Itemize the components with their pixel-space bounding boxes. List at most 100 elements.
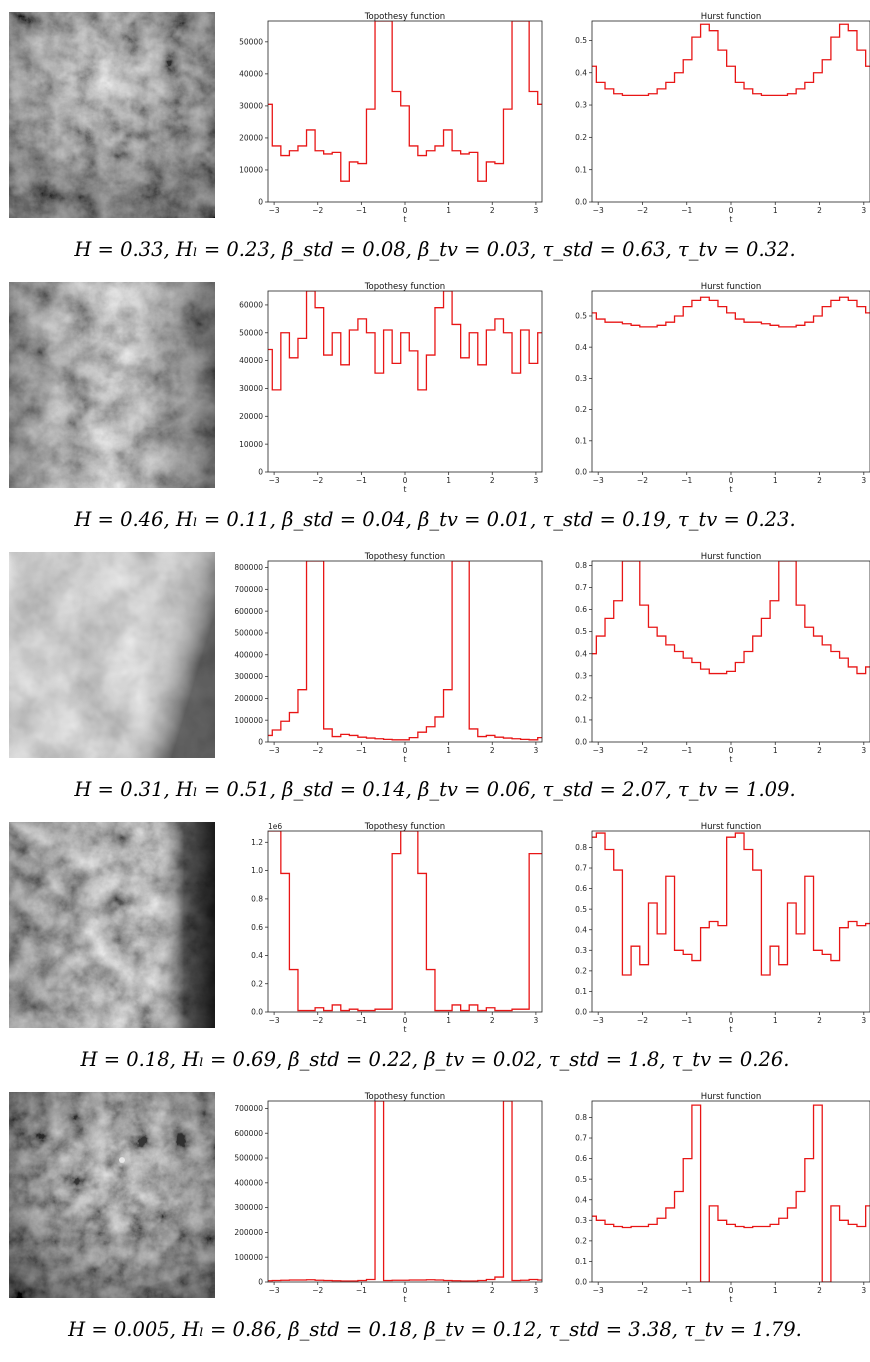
y-tick-label: 0.4 (575, 925, 587, 934)
x-tick-label: −2 (312, 746, 323, 755)
x-tick-label: 1 (446, 206, 451, 215)
y-tick-label: 0.6 (251, 923, 263, 932)
figure-row-5: Topothesy function 0 100000 200000 300000 400… (0, 1092, 870, 1362)
hurst-title: Hurst function (701, 12, 761, 22)
y-tick-label: 50000 (239, 328, 263, 337)
data-series-line (268, 1101, 542, 1282)
x-axis-label: t (404, 755, 407, 764)
x-tick-label: 3 (534, 476, 539, 485)
plot-frame (591, 1100, 870, 1283)
x-tick-label: 2 (817, 1016, 822, 1025)
parameter-caption-4: H = 0.18, Hₗ = 0.69, β_std = 0.22, β_tv … (80, 1048, 790, 1071)
x-tick-label: −2 (312, 1286, 323, 1295)
y-tick-label: 0.8 (575, 1113, 587, 1122)
x-tick-label: −3 (269, 1016, 280, 1025)
x-tick-label: −2 (637, 746, 648, 755)
hurst-title: Hurst function (701, 282, 761, 292)
y-tick-label: 600000 (234, 607, 263, 616)
hurst-chart-3: Hurst function 0.0 0.1 0.2 0.3 0.4 0.5 0.6 0.7 0.… (575, 552, 870, 764)
x-tick-label: −1 (356, 1286, 367, 1295)
y-offset-label: 1e6 (268, 822, 282, 831)
x-tick-label: 3 (861, 746, 866, 755)
y-tick-label: 20000 (239, 134, 263, 143)
topothesy-title: Topothesy function (364, 822, 445, 832)
x-axis-label: t (404, 1025, 407, 1034)
x-tick-label: −1 (356, 206, 367, 215)
x-axis-label: t (404, 485, 407, 494)
y-tick-label: 40000 (239, 356, 263, 365)
data-series-line (592, 296, 870, 328)
x-tick-label: 0 (729, 746, 734, 755)
plot-frame (591, 830, 870, 1013)
x-tick-label: 1 (773, 476, 778, 485)
y-tick-label: 10000 (239, 440, 263, 449)
y-tick-label: 0.0 (575, 738, 587, 747)
y-tick-label: 0.8 (251, 894, 263, 903)
y-tick-label: 0.2 (575, 1236, 587, 1245)
y-tick-label: 0.8 (575, 561, 587, 570)
x-tick-label: 3 (861, 1286, 866, 1295)
mammogram-image-2 (9, 282, 215, 488)
x-tick-label: −1 (681, 476, 692, 485)
y-tick-label: 0.2 (251, 979, 263, 988)
parameter-caption-5: H = 0.005, Hₗ = 0.86, β_std = 0.18, β_tv… (68, 1318, 802, 1341)
x-tick-label: 2 (490, 746, 495, 755)
y-tick-label: 0.0 (575, 1008, 587, 1017)
topothesy-chart-5: Topothesy function 0 100000 200000 300000 400… (234, 1092, 543, 1304)
y-tick-label: 500000 (234, 1154, 263, 1163)
x-tick-label: −1 (356, 1016, 367, 1025)
y-tick-label: 0.6 (575, 605, 587, 614)
y-tick-label: 700000 (234, 1104, 263, 1113)
topothesy-title: Topothesy function (364, 1092, 445, 1102)
y-tick-label: 0.5 (575, 36, 587, 45)
x-axis-label: t (730, 755, 733, 764)
x-tick-label: −1 (681, 1286, 692, 1295)
mammogram-image-5 (9, 1092, 215, 1298)
x-tick-label: 0 (403, 476, 408, 485)
x-tick-label: 0 (403, 1286, 408, 1295)
topothesy-chart-1: Topothesy function 0 10000 20000 30000 40000 5… (239, 12, 543, 224)
x-tick-label: −2 (637, 476, 648, 485)
y-tick-label: 0.6 (575, 884, 587, 893)
x-tick-label: 0 (403, 746, 408, 755)
topothesy-title: Topothesy function (364, 12, 445, 22)
y-tick-label: 0.1 (575, 716, 587, 725)
data-series-line (268, 21, 542, 182)
x-tick-label: 3 (861, 1016, 866, 1025)
y-tick-label: 300000 (234, 672, 263, 681)
y-tick-label: 0.2 (575, 133, 587, 142)
x-tick-label: −2 (312, 206, 323, 215)
mammogram-image-4 (9, 822, 215, 1028)
x-tick-label: 2 (490, 1016, 495, 1025)
y-tick-label: 0.7 (575, 864, 587, 873)
y-tick-label: 0.3 (575, 101, 587, 110)
mammogram-image-3 (9, 552, 215, 758)
y-tick-label: 0.1 (575, 1257, 587, 1266)
hurst-chart-2: Hurst function 0.0 0.1 0.2 0.3 0.4 0.5 −3 −2 −1 0 1… (575, 282, 870, 494)
x-axis-label: t (730, 215, 733, 224)
x-tick-label: 0 (729, 476, 734, 485)
x-tick-label: −2 (637, 1286, 648, 1295)
y-tick-label: 30000 (239, 384, 263, 393)
x-tick-label: 3 (534, 206, 539, 215)
topothesy-title: Topothesy function (364, 282, 445, 292)
y-tick-label: 0.6 (575, 1154, 587, 1163)
y-tick-label: 0.3 (575, 374, 587, 383)
topothesy-chart-3: Topothesy function 0 100000 200000 300000 400… (234, 552, 543, 764)
y-tick-label: 0.5 (575, 627, 587, 636)
plot-frame (591, 20, 870, 203)
x-tick-label: 0 (403, 1016, 408, 1025)
x-tick-label: 2 (490, 206, 495, 215)
figure-row-1: Topothesy function 0 10000 20000 30000 40000 5… (0, 12, 870, 282)
hurst-title: Hurst function (701, 552, 761, 562)
plot-frame (267, 1100, 543, 1283)
x-tick-label: 0 (403, 206, 408, 215)
x-tick-label: 3 (534, 746, 539, 755)
y-tick-label: 0.1 (575, 987, 587, 996)
y-tick-label: 0.0 (575, 468, 587, 477)
y-tick-label: 0.3 (575, 946, 587, 955)
topothesy-title: Topothesy function (364, 552, 445, 562)
x-tick-label: −1 (356, 746, 367, 755)
y-tick-label: 100000 (234, 1253, 263, 1262)
x-tick-label: −2 (312, 1016, 323, 1025)
